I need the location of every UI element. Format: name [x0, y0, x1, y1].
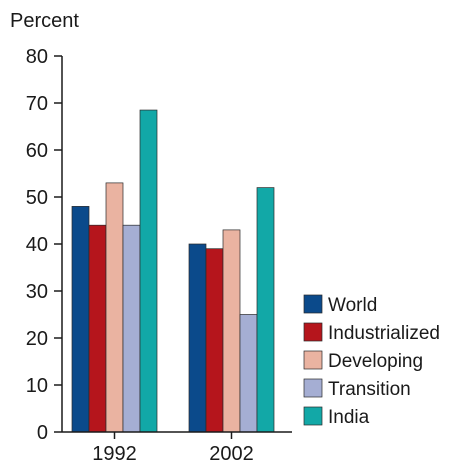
legend-label-india: India: [328, 407, 370, 428]
bars: [71, 109, 275, 433]
legend-swatch-world: [303, 294, 323, 314]
x-tick-label: 1992: [92, 443, 137, 461]
y-tick-label: 70: [26, 93, 48, 115]
y-tick-label: 50: [26, 187, 48, 209]
y-tick-label: 30: [26, 281, 48, 303]
x-axis-ticks: 1992 2002: [92, 432, 254, 461]
legend-label-industrialized: Industrialized: [328, 323, 440, 344]
y-tick-label: 20: [26, 328, 48, 350]
bar-industrialized-2002: [205, 248, 224, 433]
y-tick-label: 80: [26, 46, 48, 68]
legend: World Industrialized Developing Transition I…: [303, 294, 440, 428]
legend-label-transition: Transition: [328, 379, 411, 400]
bar-world-2002: [188, 243, 207, 433]
bar-industrialized-1992: [88, 224, 107, 433]
bar-developing-1992: [105, 182, 124, 433]
bar-world-1992: [71, 206, 90, 433]
legend-swatch-industrialized: [303, 322, 323, 342]
bar-india-2002: [256, 187, 275, 433]
y-tick-label: 40: [26, 234, 48, 256]
legend-swatch-india: [303, 406, 323, 426]
legend-swatch-developing: [303, 350, 323, 370]
legend-label-world: World: [328, 295, 377, 316]
y-axis-label: Percent: [10, 10, 79, 32]
legend-label-developing: Developing: [328, 351, 423, 372]
bar-transition-2002: [239, 314, 258, 433]
y-tick-label: 0: [37, 422, 48, 444]
y-axis-ticks: 0 10 20 30 40 50 60 70 80: [26, 46, 62, 444]
bar-developing-2002: [222, 229, 241, 433]
x-tick-label: 2002: [209, 443, 254, 461]
y-tick-label: 10: [26, 375, 48, 397]
bar-transition-1992: [122, 224, 141, 433]
legend-swatch-transition: [303, 378, 323, 398]
y-tick-label: 60: [26, 140, 48, 162]
bar-india-1992: [139, 109, 158, 433]
